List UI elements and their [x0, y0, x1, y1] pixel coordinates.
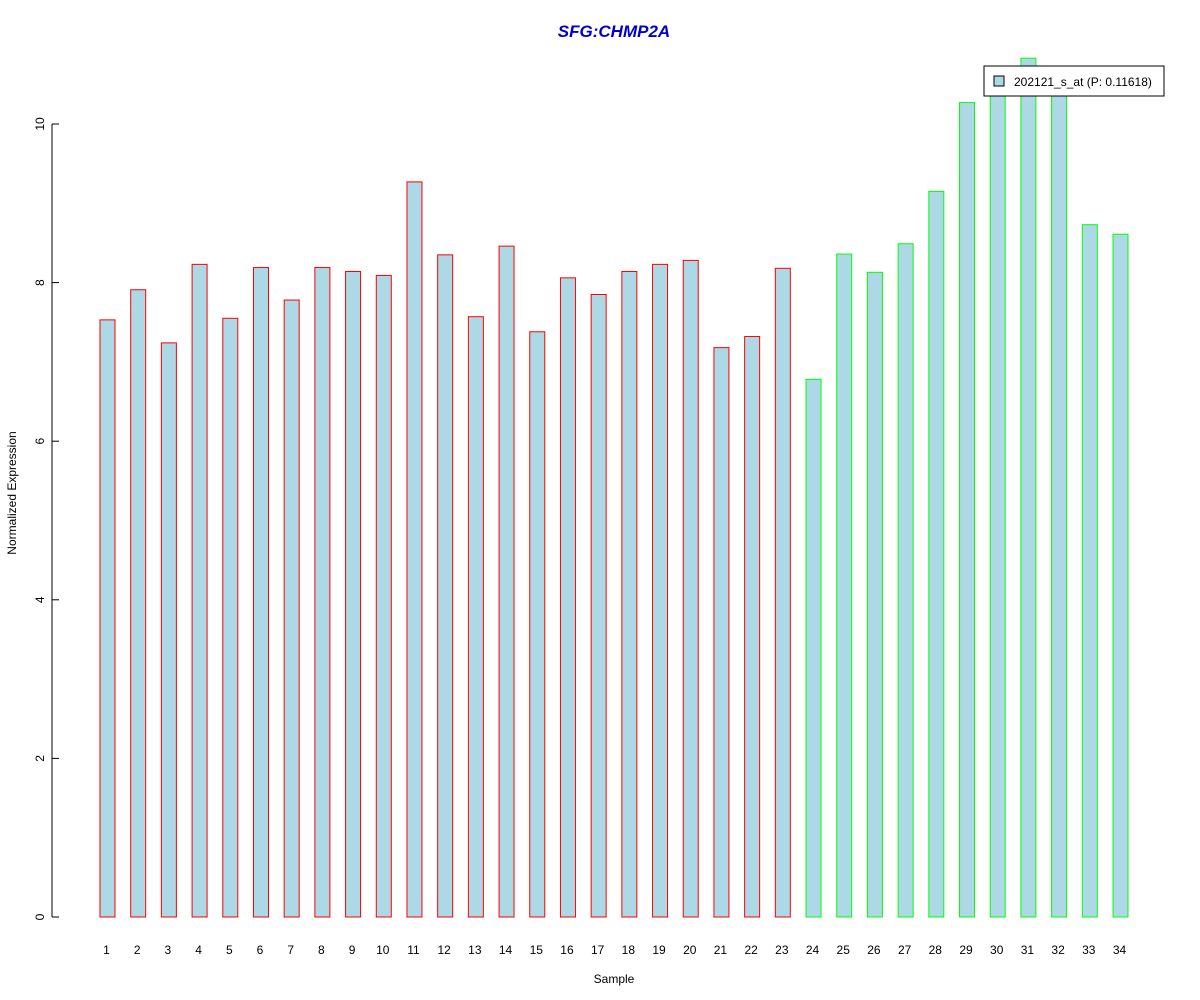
- x-tick-label: 6: [257, 943, 264, 957]
- bar-sample-23: [774, 267, 791, 918]
- bar-sample-24: [805, 378, 822, 918]
- x-tick-label: 18: [622, 943, 636, 957]
- x-tick-label: 21: [714, 943, 728, 957]
- x-tick-label: 15: [530, 943, 544, 957]
- x-tick-label: 2: [134, 943, 141, 957]
- x-tick-label: 10: [376, 943, 390, 957]
- x-tick-label: 31: [1021, 943, 1035, 957]
- bar-sample-28: [928, 190, 945, 918]
- x-tick-label: 22: [744, 943, 758, 957]
- bar-sample-25: [836, 253, 853, 918]
- bar-sample-29: [959, 102, 976, 918]
- y-tick-label: 10: [33, 117, 47, 131]
- bar-sample-12: [437, 254, 454, 918]
- bar-sample-19: [652, 263, 669, 918]
- x-tick-label: 8: [318, 943, 325, 957]
- x-tick-label: 14: [499, 943, 513, 957]
- bar-sample-2: [130, 289, 147, 918]
- legend-label: 202121_s_at (P: 0.11618): [1014, 75, 1152, 89]
- x-tick-label: 33: [1082, 943, 1096, 957]
- x-tick-label: 25: [837, 943, 851, 957]
- x-tick-label: 7: [287, 943, 294, 957]
- bar-sample-15: [529, 331, 546, 918]
- y-axis: 0 2 4 6 8 10: [33, 117, 59, 920]
- legend-box: [983, 65, 1165, 97]
- bar-sample-32: [1051, 93, 1068, 918]
- x-tick-label: 4: [195, 943, 202, 957]
- bar-sample-11: [406, 181, 423, 918]
- x-tick-label: 28: [929, 943, 943, 957]
- y-tick-label: 8: [33, 279, 47, 286]
- y-tick-label: 2: [33, 755, 47, 762]
- bar-sample-26: [866, 271, 883, 918]
- bar-sample-34: [1112, 233, 1129, 918]
- x-axis-tick-labels: 1 2 3 4 5 6 7 8 9 10 11 12 13 14 15 16 17 18 19 20 21 22 23 24 2…: [103, 943, 1126, 957]
- x-tick-label: 1: [103, 943, 110, 957]
- x-tick-label: 32: [1051, 943, 1065, 957]
- x-tick-label: 9: [349, 943, 356, 957]
- bar-sample-9: [345, 270, 362, 918]
- bar-sample-5: [222, 317, 239, 918]
- bar-sample-30: [989, 93, 1006, 918]
- bar-sample-14: [498, 245, 515, 918]
- bar-sample-4: [191, 263, 208, 918]
- bar-sample-10: [375, 274, 392, 918]
- x-tick-label: 24: [806, 943, 820, 957]
- x-tick-label: 29: [959, 943, 973, 957]
- bar-sample-8: [314, 267, 331, 918]
- x-tick-label: 20: [683, 943, 697, 957]
- bar-sample-6: [252, 267, 269, 918]
- x-tick-label: 13: [468, 943, 482, 957]
- x-tick-label: 17: [591, 943, 605, 957]
- x-tick-label: 16: [560, 943, 574, 957]
- x-tick-label: 12: [437, 943, 451, 957]
- x-tick-label: 26: [867, 943, 881, 957]
- bars: [99, 57, 1129, 918]
- x-tick-label: 27: [898, 943, 912, 957]
- bar-sample-13: [467, 316, 484, 918]
- y-tick-label: 6: [33, 438, 47, 445]
- bar-sample-1: [99, 319, 116, 918]
- y-tick-label: 4: [33, 596, 47, 603]
- chart-title: SFG:CHMP2A: [558, 22, 670, 41]
- bar-sample-3: [160, 342, 177, 918]
- bar-sample-16: [559, 277, 576, 918]
- bar-sample-7: [283, 299, 300, 918]
- x-tick-label: 5: [226, 943, 233, 957]
- legend: 202121_s_at (P: 0.11618): [983, 65, 1165, 97]
- bar-sample-20: [682, 259, 699, 918]
- bar-sample-18: [621, 270, 638, 918]
- x-tick-label: 19: [652, 943, 666, 957]
- y-tick-label: 0: [33, 913, 47, 920]
- bar-sample-33: [1081, 224, 1098, 918]
- bar-sample-31: [1020, 57, 1037, 918]
- bar-sample-27: [897, 243, 914, 918]
- x-tick-label: 11: [407, 943, 420, 957]
- x-axis-label: Sample: [594, 972, 635, 986]
- bar-sample-21: [713, 347, 730, 918]
- x-tick-label: 3: [165, 943, 172, 957]
- y-axis-label: Normalized Expression: [5, 431, 19, 554]
- bar-sample-17: [590, 293, 607, 918]
- bar-sample-22: [744, 336, 761, 918]
- x-tick-label: 23: [775, 943, 789, 957]
- legend-swatch: [993, 75, 1005, 87]
- x-tick-label: 34: [1113, 943, 1127, 957]
- x-tick-label: 30: [990, 943, 1004, 957]
